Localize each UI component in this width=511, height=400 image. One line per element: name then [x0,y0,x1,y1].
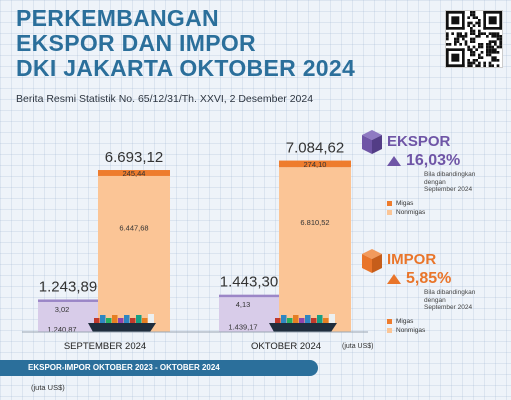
ekspor-migas-swatch [387,200,392,206]
period-banner-label: EKSPOR-IMPOR OKTOBER 2023 - OKTOBER 2024 [28,363,220,372]
impor-nonmigas-swatch [387,327,392,333]
qr-code-icon[interactable] [445,10,503,68]
cargo-ship-icon [88,314,156,332]
page-title: PERKEMBANGAN EKSPOR DAN IMPOR DKI JAKART… [16,6,355,81]
container-cube-icon [362,249,382,273]
impor-migas-swatch [387,318,392,324]
category-label: OKTOBER 2024 [251,341,321,352]
impor-total-label: 1.243,89 [39,278,97,295]
impor-migas-label: 3,02 [55,305,70,314]
ekspor-total-label: 7.084,62 [286,140,344,157]
ekspor-legend: EKSPOR 16,03% Bila dibandingkan dengan S… [387,133,484,216]
impor-migas-bar [38,299,98,302]
impor-nonmigas-label: 1.439,17 [228,323,257,332]
ekspor-migas-label: 245,44 [123,169,146,178]
ekspor-nonmigas-label: 6.810,52 [300,218,329,227]
up-arrow-icon [387,156,401,166]
ekspor-total-label: 6.693,12 [105,149,163,166]
ekspor-legend-migas: Migas [396,199,414,207]
up-arrow-icon [387,274,401,284]
ekspor-migas-label: 274,10 [304,160,327,169]
unit-label-bottom: (juta US$) [31,383,65,392]
title-line-3: DKI JAKARTA OKTOBER 2024 [16,55,356,81]
ekspor-migas-bar [98,170,170,176]
period-banner: EKSPOR-IMPOR OKTOBER 2023 - OKTOBER 2024 [0,360,318,376]
cargo-ship-icon [269,314,337,332]
impor-nonmigas-bar [38,301,98,332]
impor-legend: IMPOR 5,85% Bila dibandingkan dengan Sep… [387,251,484,334]
subtitle: Berita Resmi Statistik No. 65/12/31/Th. … [16,93,314,105]
impor-nonmigas-label: 1.240,87 [47,325,76,334]
container-cube-icon [362,130,382,154]
impor-legend-migas: Migas [396,317,414,325]
category-label: SEPTEMBER 2024 [64,341,146,352]
impor-legend-nonmigas: Nonmigas [396,326,426,334]
ekspor-nonmigas-label: 6.447,68 [119,224,148,233]
impor-migas-label: 4,13 [236,300,251,309]
impor-change: 5,85% [406,270,452,287]
ekspor-nonmigas-bar [279,167,351,332]
ekspor-legend-nonmigas: Nonmigas [396,208,426,216]
ekspor-note: Bila dibandingkan dengan September 2024 [424,171,476,193]
impor-total-label: 1.443,30 [220,274,278,291]
title-line-2: EKSPOR DAN IMPOR [16,30,256,56]
ekspor-nonmigas-bar [98,175,170,332]
impor-nonmigas-bar [219,297,279,332]
impor-migas-bar [219,294,279,298]
unit-label: (juta US$) [342,343,374,350]
ekspor-nonmigas-swatch [387,209,392,215]
ekspor-label: EKSPOR [387,133,451,150]
impor-note: Bila dibandingkan dengan September 2024 [424,289,476,311]
impor-label: IMPOR [387,251,437,268]
title-line-1: PERKEMBANGAN [16,5,219,31]
ekspor-change: 16,03% [406,152,461,169]
ekspor-migas-bar [279,160,351,168]
